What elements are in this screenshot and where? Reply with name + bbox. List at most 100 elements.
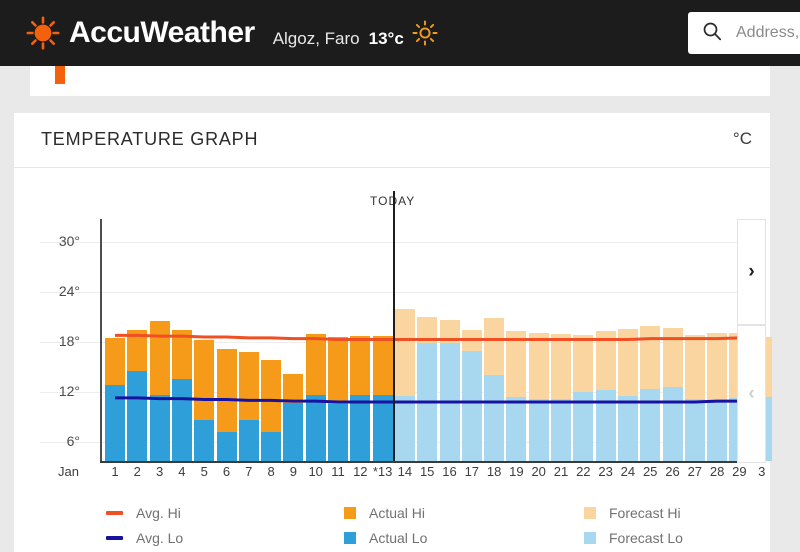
- chart-bar[interactable]: [194, 340, 215, 461]
- chart-bar[interactable]: [461, 329, 482, 461]
- search-input-placeholder[interactable]: Address,: [736, 24, 800, 41]
- chart-bar[interactable]: [506, 331, 527, 461]
- forecast-lo-bar: [394, 396, 415, 461]
- x-axis-tick: 20: [531, 464, 546, 479]
- forecast-lo-bar: [640, 388, 661, 461]
- chart-bar[interactable]: [484, 317, 505, 461]
- legend-label: Actual Hi: [369, 505, 426, 521]
- legend-swatch: [106, 511, 123, 515]
- x-axis-tick: 28: [709, 464, 725, 479]
- forecast-lo-bar: [707, 399, 728, 461]
- chart-bar[interactable]: [707, 332, 728, 461]
- chart-bar[interactable]: [595, 331, 616, 461]
- sunny-icon: [412, 19, 438, 51]
- chart-bar[interactable]: [439, 320, 460, 461]
- x-axis-tick: 25: [642, 464, 658, 479]
- x-axis-tick: 23: [598, 464, 613, 479]
- legend-swatch: [106, 536, 123, 540]
- orange-accent-marker: [55, 66, 65, 84]
- chart-bar[interactable]: [640, 326, 661, 461]
- card-header: TEMPERATURE GRAPH °C: [14, 113, 770, 168]
- legend-avg-lo[interactable]: Avg. Lo: [106, 530, 183, 546]
- x-axis-tick: 8: [267, 464, 275, 479]
- x-axis-tick: 6: [222, 464, 231, 479]
- legend-forecast-lo[interactable]: Forecast Lo: [584, 530, 683, 546]
- forecast-lo-bar: [506, 397, 527, 461]
- chart-bar[interactable]: [305, 333, 326, 461]
- y-axis-tick: 12°: [58, 383, 80, 399]
- actual-lo-bar: [283, 402, 304, 461]
- previous-card-bottom: [30, 66, 770, 96]
- legend-avg-hi[interactable]: Avg. Hi: [106, 505, 181, 521]
- actual-lo-bar: [171, 378, 192, 461]
- location-temperature: 13°c: [368, 28, 404, 48]
- chart-bar[interactable]: [528, 332, 549, 461]
- forecast-lo-bar: [573, 392, 594, 461]
- chart-bar[interactable]: [127, 329, 148, 461]
- x-axis-tick: 17: [464, 464, 480, 479]
- chart-legend: Avg. Hi Avg. Lo Actual Hi Actual Lo Forecast…: [14, 499, 770, 552]
- actual-lo-bar: [216, 432, 237, 461]
- chart-bar[interactable]: [617, 328, 638, 461]
- today-vertical-line: [392, 191, 395, 461]
- actual-lo-bar: [105, 384, 125, 461]
- chart-bar[interactable]: [328, 337, 348, 461]
- actual-lo-bar: [238, 420, 259, 461]
- x-axis-month-label: Jan: [58, 464, 79, 479]
- chart-bar[interactable]: [350, 336, 371, 461]
- legend-swatch: [584, 507, 596, 519]
- chart-bar[interactable]: [662, 327, 683, 461]
- chart-bar[interactable]: [149, 321, 170, 461]
- legend-label: Forecast Lo: [609, 530, 683, 546]
- legend-label: Forecast Hi: [609, 505, 681, 521]
- chart-bar[interactable]: [417, 317, 438, 461]
- chart-bar[interactable]: [551, 333, 571, 461]
- forecast-lo-bar: [528, 398, 549, 461]
- chart-bar[interactable]: [216, 348, 237, 461]
- current-location[interactable]: Algoz, Faro 13°c: [273, 18, 438, 49]
- chart-bar[interactable]: [105, 337, 125, 461]
- chart-bar[interactable]: [171, 329, 192, 461]
- x-axis-tick: 3: [155, 464, 164, 479]
- x-axis-tick: 18: [486, 464, 502, 479]
- x-axis-tick: 14: [397, 464, 413, 479]
- legend-swatch: [344, 532, 356, 544]
- chart-bar[interactable]: [261, 360, 282, 461]
- forecast-lo-bar: [662, 387, 683, 461]
- y-axis-tick: 6°: [66, 433, 80, 449]
- x-axis-tick: *13: [372, 464, 393, 479]
- actual-lo-bar: [305, 394, 326, 461]
- y-axis-tick: 24°: [58, 283, 80, 299]
- page-title: TEMPERATURE GRAPH: [41, 129, 259, 149]
- chart-bar[interactable]: [394, 308, 415, 461]
- x-axis-tick: 7: [245, 464, 253, 479]
- chart-bar[interactable]: [684, 334, 705, 461]
- legend-actual-lo[interactable]: Actual Lo: [344, 530, 427, 546]
- x-axis-tick: 10: [308, 464, 323, 479]
- legend-actual-hi[interactable]: Actual Hi: [344, 505, 425, 521]
- search-icon: [702, 21, 722, 46]
- legend-forecast-hi[interactable]: Forecast Hi: [584, 505, 681, 521]
- legend-label: Avg. Hi: [136, 505, 181, 521]
- chart-bar[interactable]: [238, 352, 259, 461]
- x-axis-tick: 12: [353, 464, 368, 479]
- legend-label: Avg. Lo: [136, 530, 184, 546]
- location-name: Algoz, Faro: [272, 28, 360, 48]
- next-period-button[interactable]: ›: [737, 219, 766, 325]
- actual-lo-bar: [127, 371, 148, 461]
- chart-bar[interactable]: [573, 334, 594, 461]
- sun-icon: [26, 16, 60, 50]
- x-axis-tick: 1: [111, 464, 119, 479]
- search-box[interactable]: Address,: [688, 12, 800, 54]
- brand-logo[interactable]: AccuWeather: [26, 16, 255, 50]
- y-axis-line: [100, 219, 102, 462]
- unit-label: °C: [732, 129, 752, 148]
- forecast-lo-bar: [684, 398, 705, 461]
- x-axis-tick: 26: [665, 464, 680, 479]
- x-axis-tick: 29: [732, 464, 747, 479]
- actual-lo-bar: [328, 403, 348, 461]
- chart-bar[interactable]: [372, 336, 393, 461]
- chart-bar[interactable]: [283, 373, 304, 461]
- previous-period-button[interactable]: ‹: [737, 325, 766, 463]
- brand-name: AccuWeather: [69, 16, 255, 49]
